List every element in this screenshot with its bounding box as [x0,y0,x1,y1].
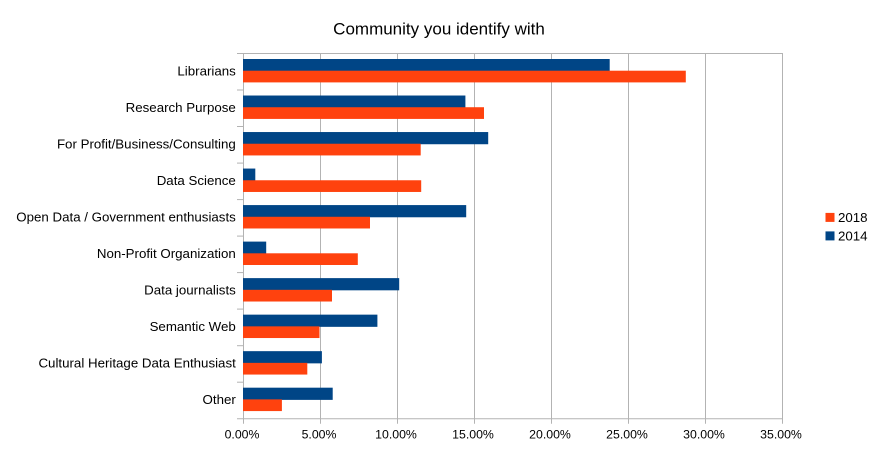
svg-text:25.00%: 25.00% [606,428,648,442]
svg-text:2014: 2014 [838,228,868,243]
svg-text:10.00%: 10.00% [375,428,417,442]
svg-text:30.00%: 30.00% [683,428,725,442]
svg-text:Other: Other [203,392,237,407]
svg-text:0.00%: 0.00% [225,428,260,442]
svg-text:Open Data / Government enthusi: Open Data / Government enthusiasts [16,209,236,224]
svg-text:Semantic Web: Semantic Web [150,319,236,334]
svg-text:Librarians: Librarians [177,63,236,78]
svg-text:35.00%: 35.00% [760,428,802,442]
svg-text:For Profit/Business/Consulting: For Profit/Business/Consulting [57,136,236,151]
svg-text:Data Science: Data Science [157,173,236,188]
svg-text:2018: 2018 [838,210,868,225]
svg-text:Community you identify with: Community you identify with [333,20,545,39]
svg-text:20.00%: 20.00% [529,428,571,442]
svg-text:Data journalists: Data journalists [144,282,236,297]
svg-text:Research Purpose: Research Purpose [126,100,236,115]
svg-text:Non-Profit Organization: Non-Profit Organization [97,246,236,261]
svg-text:5.00%: 5.00% [302,428,337,442]
svg-text:Cultural Heritage Data Enthusi: Cultural Heritage Data Enthusiast [38,356,236,371]
svg-text:15.00%: 15.00% [452,428,494,442]
